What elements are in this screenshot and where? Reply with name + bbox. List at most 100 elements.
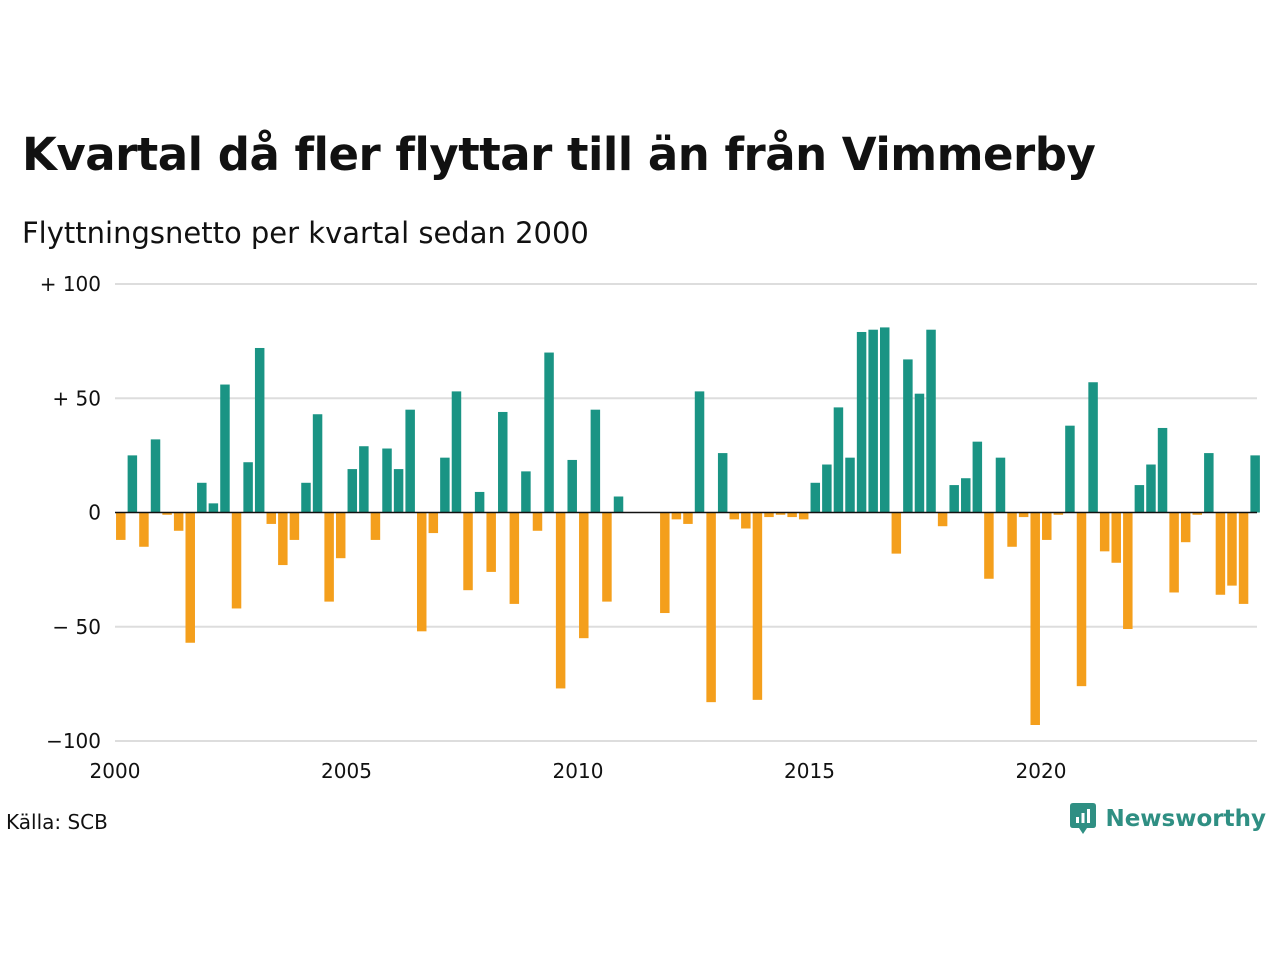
bar — [856, 331, 867, 513]
bar — [544, 352, 554, 513]
bar — [1215, 512, 1226, 595]
source-note: Källa: SCB — [6, 810, 108, 834]
bar — [1053, 512, 1064, 515]
bar — [1088, 382, 1098, 513]
bar — [1157, 427, 1168, 513]
bar — [266, 512, 277, 524]
bar — [555, 512, 566, 689]
bar — [220, 384, 230, 513]
bar — [984, 512, 994, 579]
y-tick-label: −100 — [46, 729, 101, 753]
y-tick-label: + 100 — [40, 272, 101, 296]
bar — [694, 391, 705, 513]
bar — [926, 329, 936, 513]
brand-name: Newsworthy — [1105, 806, 1266, 832]
bar — [486, 512, 496, 572]
bar — [197, 482, 207, 513]
bar — [289, 512, 300, 540]
x-tick-label: 2015 — [784, 759, 835, 783]
bar — [1099, 512, 1110, 552]
bar — [1076, 512, 1087, 687]
bar — [312, 414, 323, 513]
bar — [1018, 512, 1029, 518]
bar — [324, 512, 334, 602]
bar — [393, 469, 404, 513]
bar — [822, 464, 832, 513]
bar — [949, 485, 959, 513]
bar — [382, 448, 392, 513]
bar — [752, 512, 763, 700]
bar — [1030, 512, 1040, 725]
bar — [810, 482, 821, 513]
y-tick-label: + 50 — [52, 386, 101, 410]
x-tick-label: 2000 — [90, 759, 141, 783]
bar — [440, 457, 450, 513]
bar — [254, 347, 265, 513]
bar — [139, 512, 149, 547]
bar — [787, 512, 797, 518]
bar — [1238, 512, 1249, 604]
bar — [833, 407, 844, 513]
bar — [1111, 512, 1121, 563]
bar — [521, 471, 531, 513]
bar — [1042, 512, 1052, 540]
bar — [127, 455, 138, 513]
bar — [590, 409, 601, 513]
x-axis-labels: 2000 2005 2010 2015 2020 — [90, 759, 1067, 783]
bar — [717, 453, 728, 513]
bar — [416, 512, 427, 632]
bar — [579, 512, 589, 639]
bar — [683, 512, 693, 524]
bar — [1180, 512, 1191, 543]
bar — [868, 329, 878, 513]
bar — [150, 439, 161, 513]
y-tick-label: − 50 — [52, 615, 101, 639]
bar — [463, 512, 473, 591]
bar — [451, 391, 462, 513]
bar — [972, 441, 983, 513]
bar — [347, 469, 358, 513]
bars — [116, 327, 1260, 725]
bar — [613, 496, 624, 513]
bar — [741, 512, 751, 529]
bar — [1204, 453, 1214, 513]
bar — [1065, 425, 1075, 513]
bar — [729, 512, 740, 520]
bar — [335, 512, 346, 559]
bar — [278, 512, 288, 566]
bar — [243, 462, 253, 513]
bar — [231, 512, 242, 609]
bar — [301, 482, 311, 513]
chart-title: Kvartal då fler flyttar till än från Vim… — [22, 128, 1096, 181]
bar — [405, 409, 415, 513]
bar — [1134, 485, 1145, 513]
newsworthy-logo: Newsworthy — [1069, 802, 1266, 836]
bar — [370, 512, 381, 540]
x-tick-label: 2020 — [1016, 759, 1067, 783]
bar — [532, 512, 543, 531]
x-tick-label: 2010 — [553, 759, 604, 783]
bar — [359, 446, 369, 513]
bar — [1227, 512, 1237, 586]
bar — [474, 491, 485, 513]
bar — [1169, 512, 1179, 593]
bar — [1250, 455, 1260, 513]
bar — [937, 512, 948, 527]
bar — [764, 512, 774, 518]
bar — [891, 512, 902, 554]
bar — [162, 512, 172, 515]
bar — [1007, 512, 1017, 547]
bar — [1123, 512, 1133, 630]
bar — [903, 359, 913, 513]
bar — [428, 512, 439, 534]
y-axis-labels: + 100 + 50 0 − 50 −100 — [40, 272, 101, 753]
bar — [775, 512, 786, 515]
bar — [845, 457, 855, 513]
newsworthy-logo-icon — [1070, 803, 1097, 834]
x-tick-label: 2005 — [321, 759, 372, 783]
bar — [995, 457, 1006, 513]
bar — [185, 512, 195, 643]
bar — [706, 512, 716, 703]
bar-chart: + 100 + 50 0 − 50 −100 2000 2005 2010 2015 2020 — [40, 272, 1260, 783]
chart-subtitle: Flyttningsnetto per kvartal sedan 2000 — [22, 216, 589, 250]
